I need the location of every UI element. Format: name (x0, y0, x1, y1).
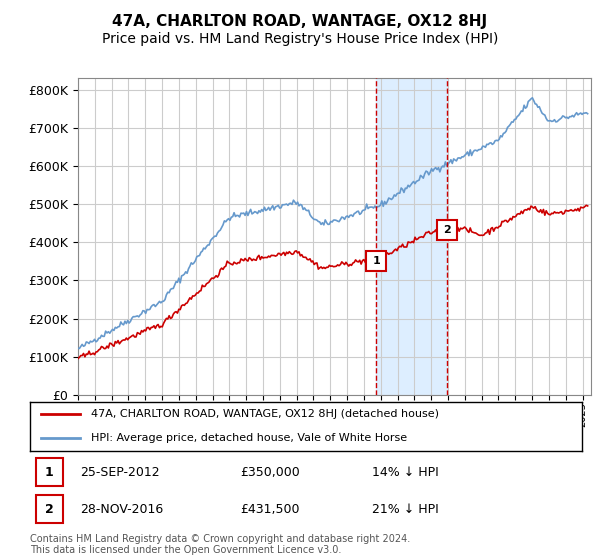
Bar (376, 78, 446, 395)
Text: Price paid vs. HM Land Registry's House Price Index (HPI): Price paid vs. HM Land Registry's House … (102, 32, 498, 46)
Text: £350,000: £350,000 (240, 466, 299, 479)
Text: 25-SEP-2012: 25-SEP-2012 (80, 466, 160, 479)
Text: 28-NOV-2016: 28-NOV-2016 (80, 503, 163, 516)
Text: HPI: Average price, detached house, Vale of White Horse: HPI: Average price, detached house, Vale… (91, 433, 407, 443)
Text: 14% ↓ HPI: 14% ↓ HPI (372, 466, 439, 479)
Text: 1: 1 (373, 256, 380, 267)
Text: 2: 2 (45, 503, 53, 516)
Text: Contains HM Land Registry data © Crown copyright and database right 2024.
This d: Contains HM Land Registry data © Crown c… (30, 534, 410, 556)
Text: 47A, CHARLTON ROAD, WANTAGE, OX12 8HJ (detached house): 47A, CHARLTON ROAD, WANTAGE, OX12 8HJ (d… (91, 409, 439, 419)
Text: 1: 1 (45, 466, 53, 479)
Text: 2: 2 (443, 225, 451, 235)
Text: £431,500: £431,500 (240, 503, 299, 516)
Bar (35, 458, 63, 486)
Text: 21% ↓ HPI: 21% ↓ HPI (372, 503, 439, 516)
Text: 47A, CHARLTON ROAD, WANTAGE, OX12 8HJ: 47A, CHARLTON ROAD, WANTAGE, OX12 8HJ (112, 14, 488, 29)
Bar (35, 495, 63, 523)
